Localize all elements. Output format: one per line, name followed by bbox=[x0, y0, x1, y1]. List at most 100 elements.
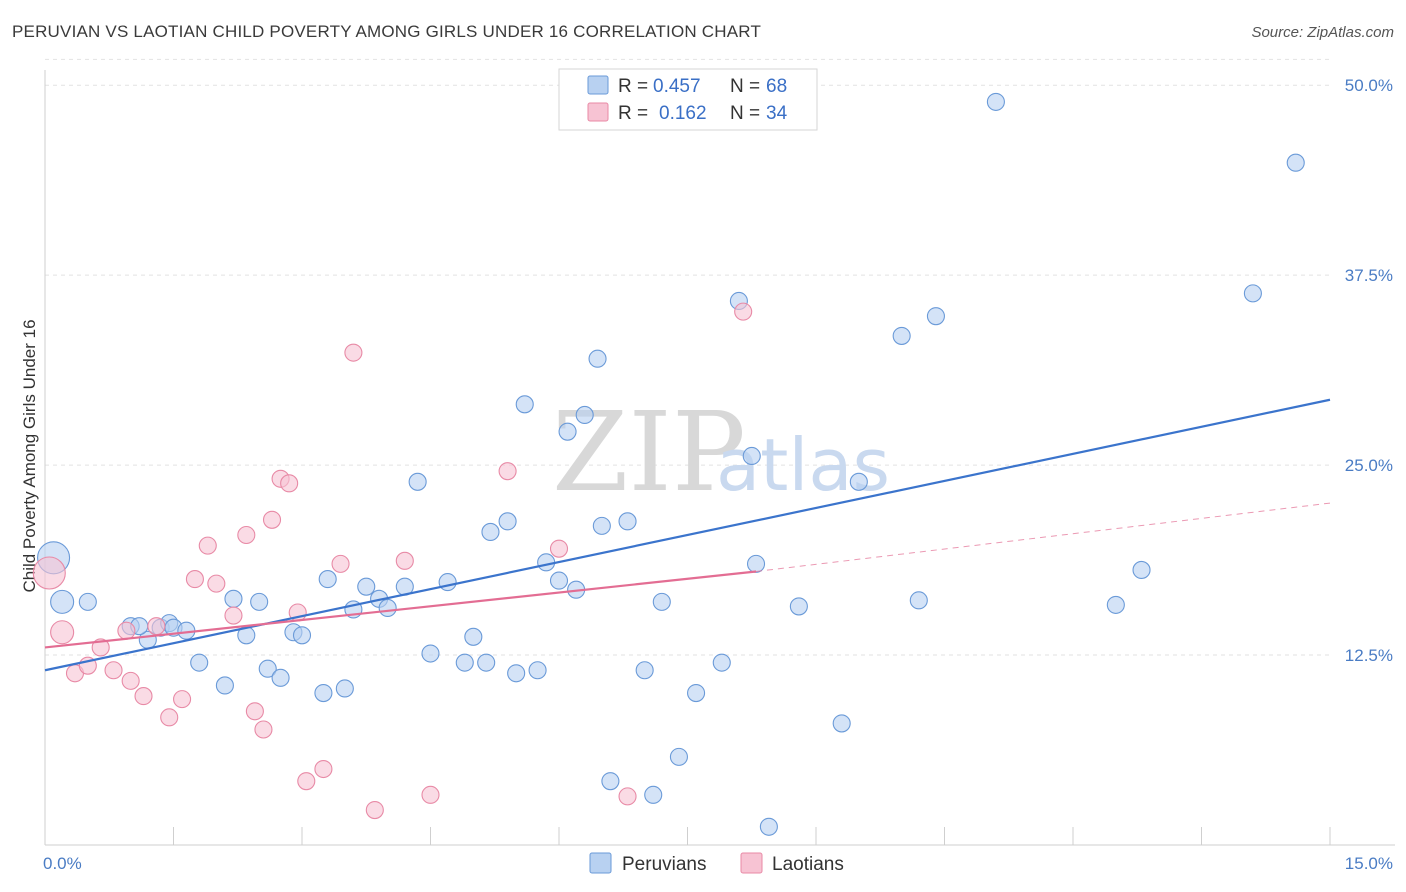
bottom-legend-label-laotians: Laotians bbox=[772, 854, 844, 875]
laotian-point bbox=[344, 343, 363, 362]
peruvian-point bbox=[357, 577, 376, 596]
trend-lines bbox=[44, 398, 1331, 672]
peruvian-point bbox=[742, 446, 761, 466]
watermark-atlas: atlas bbox=[716, 423, 890, 507]
legend-r-value: 0.457 bbox=[653, 76, 701, 97]
y-tick-label: 37.5% bbox=[1345, 266, 1393, 285]
source-credit: Source: ZipAtlas.com bbox=[1251, 24, 1394, 41]
legend-r-label: R = bbox=[618, 76, 648, 97]
watermark: ZIP atlas bbox=[552, 388, 890, 516]
bottom-legend: Peruvians Laotians bbox=[589, 852, 844, 875]
peruvian-point bbox=[250, 592, 269, 611]
peruvian-point bbox=[558, 422, 577, 441]
peruvian-point bbox=[644, 785, 663, 804]
peruvian-point bbox=[537, 553, 556, 572]
x-tick-label: 15.0% bbox=[1345, 854, 1393, 873]
laotian-point bbox=[121, 671, 140, 690]
peruvian-point bbox=[746, 554, 766, 573]
peruvian-point bbox=[1106, 595, 1125, 614]
laotian-point bbox=[224, 606, 243, 625]
peruvian-point bbox=[575, 405, 594, 425]
peruvian-point bbox=[528, 661, 547, 680]
peruvian-point bbox=[687, 683, 706, 703]
peruvian-point bbox=[849, 472, 868, 491]
laotian-point bbox=[117, 621, 136, 640]
x-tick-labels: 0.0% 15.0% bbox=[43, 854, 1393, 873]
peruvian-point bbox=[601, 772, 620, 791]
peruvian-point bbox=[481, 522, 500, 542]
peruvian-point bbox=[892, 326, 911, 345]
peruvian-point bbox=[986, 92, 1005, 111]
peruvian-point bbox=[1243, 284, 1262, 303]
y-tick-label: 12.5% bbox=[1345, 646, 1393, 665]
peruvian-point bbox=[669, 747, 688, 766]
peruvian-point bbox=[909, 591, 928, 610]
y-axis-label: Child Poverty Among Girls Under 16 bbox=[20, 319, 39, 592]
laotian-point bbox=[198, 536, 217, 555]
peruvian-point bbox=[507, 664, 526, 683]
laotian-point bbox=[245, 702, 264, 721]
peruvian-point bbox=[408, 472, 427, 491]
peruvian-point bbox=[588, 349, 607, 368]
peruvian-point bbox=[464, 627, 483, 646]
peruvian-point bbox=[652, 592, 671, 611]
laotian-point bbox=[207, 574, 226, 593]
laotian-point bbox=[421, 785, 440, 804]
peruvian-point bbox=[421, 644, 440, 663]
y-tick-label: 50.0% bbox=[1345, 76, 1393, 95]
peruvian-point bbox=[224, 589, 243, 608]
bottom-legend-swatch-laotians bbox=[740, 852, 763, 874]
legend-n-value: 68 bbox=[766, 76, 787, 97]
laotian-point bbox=[331, 554, 350, 573]
legend-r-value: 0.162 bbox=[659, 103, 707, 124]
peruvian-point bbox=[190, 653, 209, 672]
laotian-point bbox=[549, 539, 569, 558]
peruvian-point bbox=[477, 653, 496, 672]
laotian-point bbox=[618, 787, 637, 806]
peruvian-point bbox=[258, 659, 277, 678]
peruvian-point bbox=[78, 592, 97, 611]
laotian-point bbox=[314, 759, 333, 779]
peruvian-point bbox=[1132, 560, 1151, 580]
laotian-point bbox=[147, 617, 166, 636]
scatter-points bbox=[32, 92, 1305, 836]
laotian-point bbox=[395, 551, 414, 570]
laotian-point bbox=[734, 302, 753, 321]
peruvian-point bbox=[378, 598, 397, 617]
laotian-point bbox=[91, 638, 110, 657]
x-tick-label: 0.0% bbox=[43, 854, 82, 873]
peruvian-point bbox=[50, 589, 75, 614]
peruvian-point bbox=[438, 573, 457, 592]
legend-swatch-laotians bbox=[587, 102, 609, 122]
peruvian-point bbox=[515, 395, 534, 414]
laotian-point bbox=[280, 474, 299, 493]
legend-r-label: R = bbox=[618, 103, 648, 124]
laotian-point bbox=[160, 708, 179, 727]
laotian-point bbox=[297, 772, 316, 791]
peruvian-point bbox=[455, 653, 474, 672]
laotian-point bbox=[237, 525, 256, 545]
peruvian-point bbox=[314, 683, 333, 703]
peruvian-point bbox=[271, 668, 290, 687]
chart-title: PERUVIAN VS LAOTIAN CHILD POVERTY AMONG … bbox=[12, 22, 762, 41]
peruvian-point bbox=[592, 516, 611, 535]
legend-n-label: N = bbox=[730, 103, 760, 124]
y-tick-label: 25.0% bbox=[1345, 456, 1393, 475]
peruvian-point bbox=[712, 653, 731, 672]
peruvian-point bbox=[215, 676, 234, 695]
y-tick-labels: 12.5% 25.0% 37.5% 50.0% bbox=[1345, 76, 1393, 665]
peruvian-point bbox=[832, 714, 851, 733]
top-legend: R = 0.457 N = 68 R = 0.162 N = 34 bbox=[558, 68, 818, 131]
laotian-trend-line bbox=[44, 570, 757, 649]
peruvian-point bbox=[318, 570, 337, 589]
laotian-trend-extension bbox=[755, 502, 1331, 572]
laotian-point bbox=[32, 556, 66, 590]
laotian-point bbox=[104, 661, 123, 680]
laotian-point bbox=[185, 570, 204, 589]
peruvian-point bbox=[292, 626, 312, 645]
bottom-legend-label-peruvians: Peruvians bbox=[622, 854, 707, 875]
laotian-point bbox=[254, 720, 273, 739]
legend-n-value: 34 bbox=[766, 103, 788, 124]
bottom-legend-swatch-peruvians bbox=[589, 852, 612, 874]
